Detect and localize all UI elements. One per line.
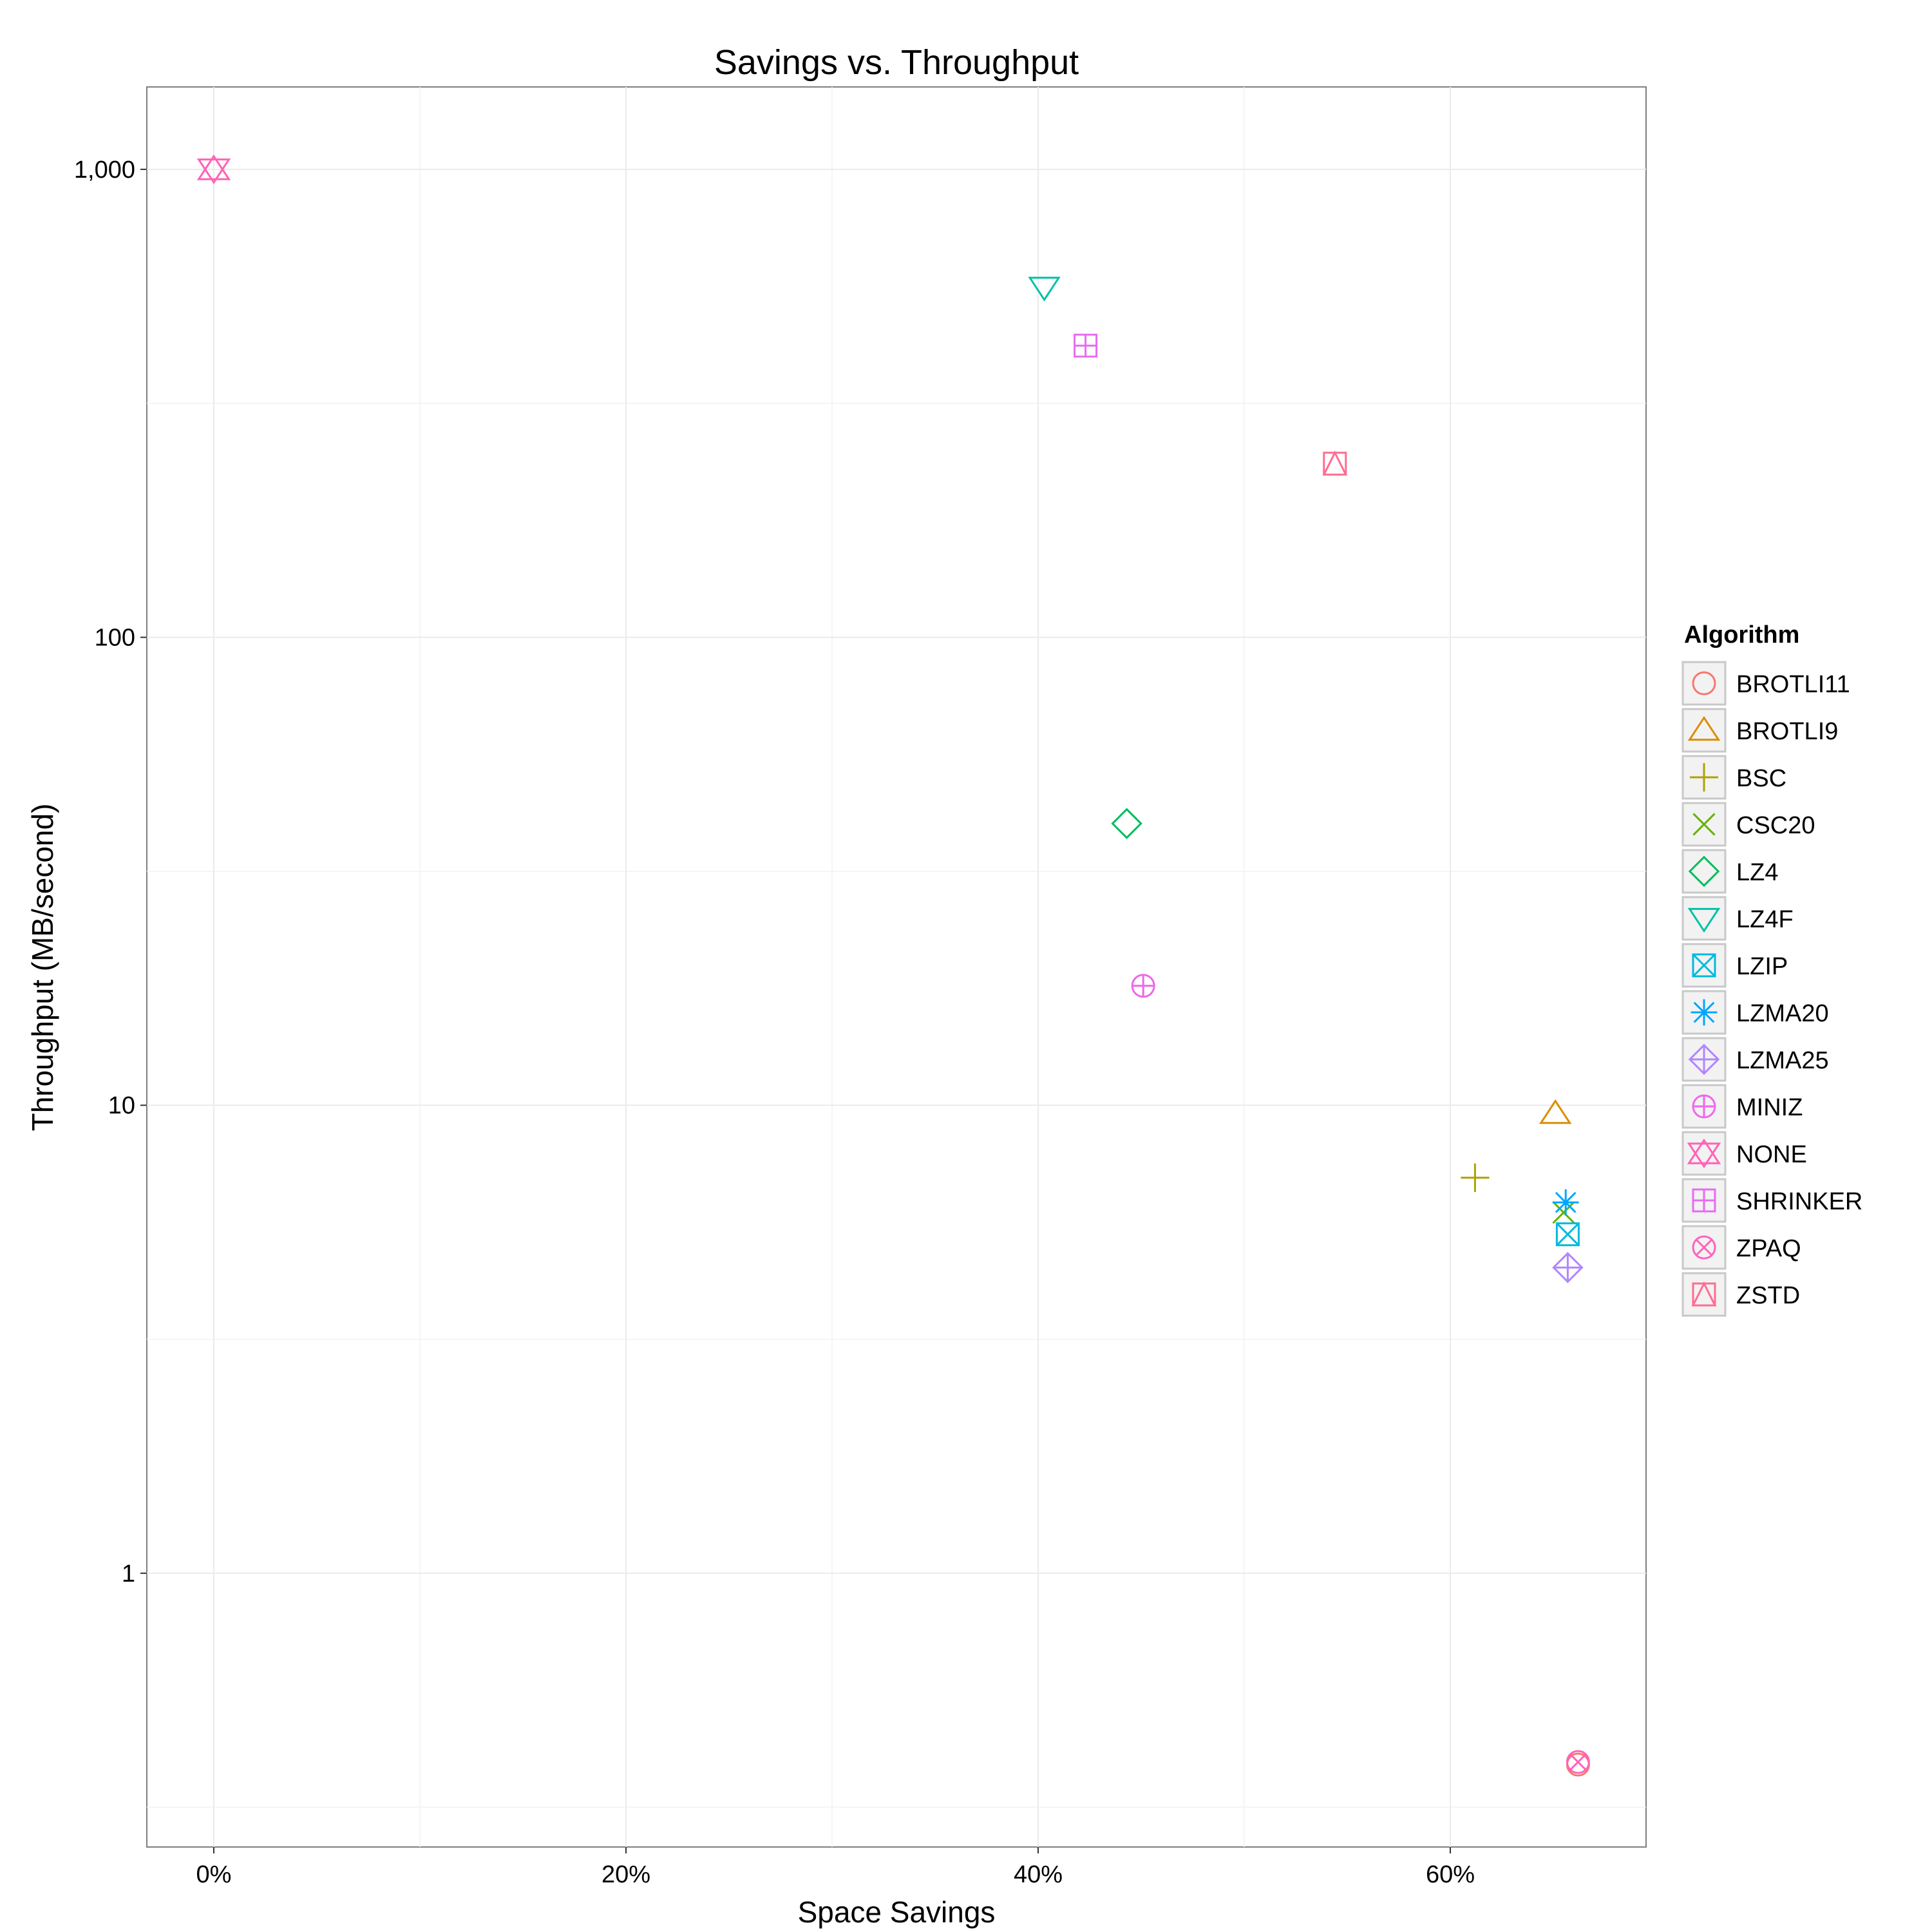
legend-items: BROTLI11 BROTLI9 BSC CSC20 LZ4 LZ4F LZIP LZMA20…: [1681, 661, 1862, 1317]
legend-label: LZIP: [1736, 953, 1788, 980]
legend-key-zstd: [1691, 1281, 1717, 1307]
data-point-zpaq: [1566, 1750, 1590, 1774]
legend-key-none: [1687, 1138, 1721, 1169]
legend-key-background: [1681, 1131, 1727, 1176]
legend-item-brotli11: BROTLI11: [1681, 661, 1850, 706]
legend-label: LZMA20: [1736, 1000, 1829, 1027]
plot-panel: [146, 86, 1647, 1848]
x-tick-label: 60%: [1426, 1861, 1475, 1888]
minor-gridlines: [147, 87, 1646, 1847]
x-axis: 0% 20% 40% 60%: [196, 1847, 1475, 1888]
legend-item-miniz: MINIZ: [1681, 1084, 1803, 1129]
legend-item-lzma20: LZMA20: [1681, 990, 1829, 1035]
y-axis-label: Throughput (MB/second): [26, 804, 59, 1132]
legend-key-border: [1681, 896, 1727, 941]
legend-key-lzip: [1692, 953, 1716, 978]
legend-key-miniz: [1692, 1094, 1716, 1119]
data-point-lz4: [1111, 808, 1142, 839]
x-tick-label: 20%: [601, 1861, 650, 1888]
legend-label: BSC: [1736, 765, 1786, 792]
chart-title: Savings vs. Throughput: [714, 43, 1079, 82]
legend-key-background: [1681, 1272, 1727, 1317]
x-tick-label: 0%: [196, 1861, 232, 1888]
legend-label: LZ4F: [1736, 906, 1794, 933]
legend-key-background: [1681, 708, 1727, 753]
legend-key-lz4: [1688, 855, 1720, 887]
legend-key-border: [1681, 755, 1727, 800]
legend-title: Algorithm: [1684, 621, 1799, 649]
legend-item-lz4f: LZ4F: [1681, 896, 1794, 941]
x-axis-label: Space Savings: [798, 1895, 996, 1929]
legend-item-lz4: LZ4: [1681, 849, 1778, 894]
y-tick-label: 10: [108, 1092, 135, 1119]
legend-key-border: [1681, 802, 1727, 847]
legend-key-border: [1681, 1178, 1727, 1223]
legend-item-brotli9: BROTLI9: [1681, 708, 1838, 753]
legend-item-none: NONE: [1681, 1131, 1807, 1176]
legend-item-csc20: CSC20: [1681, 802, 1815, 847]
legend-key-border: [1681, 1037, 1727, 1082]
legend-key-csc20: [1692, 813, 1716, 836]
legend-item-zpaq: ZPAQ: [1681, 1225, 1801, 1270]
y-tick-label: 100: [95, 625, 135, 652]
legend-label: SHRINKER: [1736, 1188, 1862, 1215]
data-point-lz4f: [1028, 276, 1061, 302]
legend-key-brotli11: [1692, 671, 1716, 696]
legend-key-border: [1681, 1084, 1727, 1129]
legend-key-zpaq: [1692, 1235, 1716, 1260]
legend-key-shrinker: [1692, 1188, 1716, 1213]
data-point-bsc: [1461, 1163, 1490, 1192]
legend-label: MINIZ: [1736, 1094, 1803, 1121]
legend-item-bsc: BSC: [1681, 755, 1786, 800]
major-gridlines: [147, 87, 1646, 1847]
data-point-csc20: [1552, 1201, 1575, 1224]
data-point-lzip: [1555, 1222, 1580, 1247]
data-points: [196, 154, 1590, 1777]
legend-key-lz4f: [1687, 907, 1721, 933]
legend-key-brotli9: [1687, 715, 1721, 741]
data-point-brotli9: [1539, 1099, 1572, 1124]
legend-item-lzip: LZIP: [1681, 943, 1788, 988]
legend-key-border: [1681, 708, 1727, 753]
legend-label: NONE: [1736, 1141, 1807, 1168]
legend-item-zstd: ZSTD: [1681, 1272, 1800, 1317]
legend-key-border: [1681, 943, 1727, 988]
legend-label: CSC20: [1736, 812, 1815, 839]
legend-item-lzma25: LZMA25: [1681, 1037, 1829, 1082]
y-tick-label: 1: [122, 1560, 135, 1587]
data-point-lzma20: [1552, 1189, 1579, 1216]
y-axis: 1 10 100 1,000: [74, 156, 147, 1587]
legend-key-border: [1681, 990, 1727, 1035]
data-point-miniz: [1131, 974, 1155, 998]
data-point-zstd: [1322, 450, 1348, 476]
legend-key-border: [1681, 849, 1727, 894]
legend-label: LZMA25: [1736, 1047, 1829, 1074]
legend-key-lzma25: [1688, 1043, 1720, 1075]
data-point-lzma25: [1552, 1252, 1584, 1283]
legend-key-border: [1681, 661, 1727, 706]
legend-label: LZ4: [1736, 859, 1778, 886]
legend-key-background: [1681, 896, 1727, 941]
x-tick-label: 40%: [1014, 1861, 1063, 1888]
legend-label: ZSTD: [1736, 1282, 1800, 1309]
legend-key-border: [1681, 1131, 1727, 1176]
legend-key-bsc: [1689, 762, 1719, 792]
legend-label: BROTLI11: [1736, 671, 1850, 698]
legend-key-lzma20: [1690, 999, 1718, 1026]
legend-key-border: [1681, 1272, 1727, 1317]
y-tick-label: 1,000: [74, 156, 135, 184]
legend-item-shrinker: SHRINKER: [1681, 1178, 1862, 1223]
legend-label: BROTLI9: [1736, 718, 1838, 745]
legend-key-border: [1681, 1225, 1727, 1270]
legend-label: ZPAQ: [1736, 1235, 1801, 1262]
data-point-none: [196, 154, 231, 185]
legend: Algorithm BROTLI11 BROTLI9 BSC CSC20 LZ4 LZ4F…: [1681, 621, 1862, 1317]
legend-key-background: [1681, 661, 1727, 706]
data-point-shrinker: [1074, 334, 1098, 358]
